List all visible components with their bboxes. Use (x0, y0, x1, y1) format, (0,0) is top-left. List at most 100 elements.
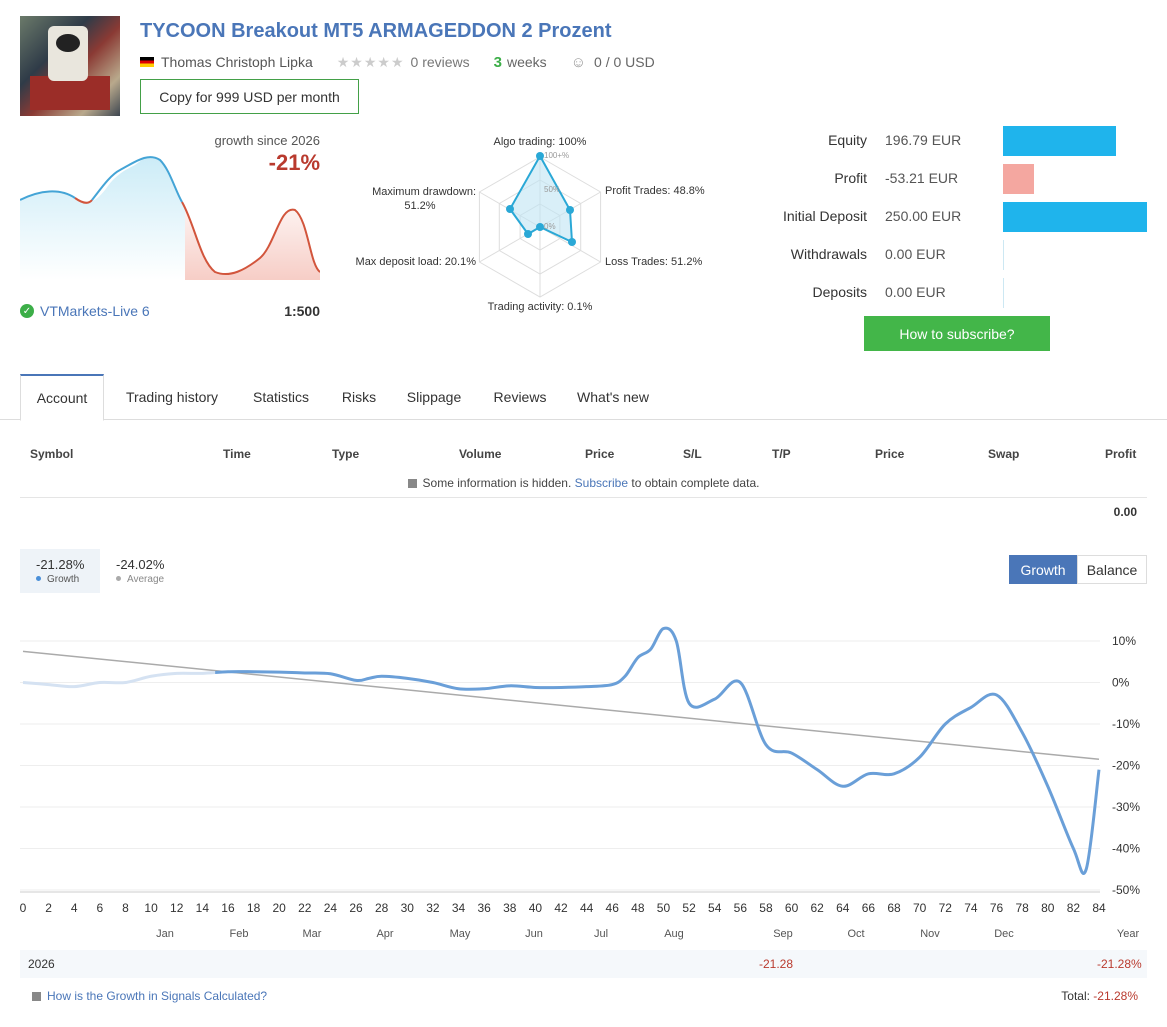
stat-bar (1003, 126, 1116, 156)
weeks-label: weeks (507, 54, 547, 70)
radar-tick-50: 50% (544, 185, 560, 194)
legend-average[interactable]: -24.02% Average (100, 549, 180, 593)
stat-value: -53.21 EUR (885, 170, 959, 186)
tab-whats-new[interactable]: What's new (577, 389, 649, 405)
stat-bar (1003, 278, 1004, 308)
x-tick-label: 80 (1041, 901, 1055, 915)
hidden-note-tail: to obtain complete data. (631, 476, 760, 490)
x-tick-label: 42 (554, 901, 568, 915)
growth-toggle-button[interactable]: Growth (1009, 555, 1077, 584)
x-tick-label: 0 (20, 901, 27, 915)
balance-toggle-button[interactable]: Balance (1077, 555, 1147, 584)
how-to-subscribe-button[interactable]: How to subscribe? (864, 316, 1050, 351)
growth-series-line (215, 626, 1101, 875)
stat-label: Profit (834, 170, 867, 186)
x-tick-label: 32 (426, 901, 440, 915)
subscribers-count: 0 / 0 USD (594, 54, 655, 70)
x-tick-label: 44 (580, 901, 594, 915)
radar-profit-label: Profit Trades: 48.8% (605, 185, 705, 197)
stat-label: Equity (828, 132, 867, 148)
y-tick-label: -30% (1112, 800, 1140, 814)
month-label: Jan (156, 928, 174, 940)
month-label: May (450, 928, 471, 940)
col-swap: Swap (988, 447, 1020, 461)
y-tick-label: -50% (1112, 883, 1140, 897)
signal-title[interactable]: TYCOON Breakout MT5 ARMAGEDDON 2 Prozent (140, 20, 612, 42)
x-tick-label: 58 (759, 901, 773, 915)
footer-total: Total: -21.28% (1000, 989, 1138, 1003)
x-tick-label: 64 (836, 901, 850, 915)
tab-statistics[interactable]: Statistics (252, 389, 309, 405)
y-tick-label: 0% (1112, 676, 1130, 690)
x-tick-label: 66 (862, 901, 876, 915)
radar-algo-label: Algo trading: 100% (494, 136, 587, 148)
x-tick-label: 36 (477, 901, 491, 915)
x-tick-label: 38 (503, 901, 517, 915)
tab-bar: Account Trading history Statistics Risks… (0, 374, 1167, 421)
stat-bar (1003, 164, 1034, 194)
author-name[interactable]: Thomas Christoph Lipka (161, 54, 313, 70)
x-tick-label: 24 (324, 901, 338, 915)
x-tick-label: 22 (298, 901, 312, 915)
tab-slippage[interactable]: Slippage (406, 389, 462, 405)
growth-series-early-line (22, 671, 216, 689)
copy-button[interactable]: Copy for 999 USD per month (140, 79, 359, 114)
radar-tick-100: 100+% (544, 151, 569, 160)
month-label: Apr (376, 928, 393, 940)
x-tick-label: 78 (1015, 901, 1029, 915)
legend-average-value: -24.02% (116, 557, 165, 572)
month-label: Oct (847, 928, 864, 940)
x-tick-label: 56 (734, 901, 748, 915)
col-tp: T/P (772, 447, 791, 461)
broker-link[interactable]: ✓ VTMarkets-Live 6 (20, 303, 150, 319)
month-label: Jul (594, 928, 608, 940)
x-tick-label: 14 (196, 901, 210, 915)
col-profit: Profit (1105, 447, 1137, 461)
x-tick-label: 10 (144, 901, 158, 915)
stat-value: 196.79 EUR (885, 132, 962, 148)
growth-calc-help[interactable]: How is the Growth in Signals Calculated? (32, 989, 267, 1003)
x-tick-label: 60 (785, 901, 799, 915)
radar-drawdown-label: Maximum drawdown: (372, 186, 476, 198)
reviews-count[interactable]: 0 reviews (410, 54, 470, 70)
x-tick-label: 74 (964, 901, 978, 915)
legend-average-name: Average (116, 574, 164, 585)
author-avatar[interactable] (20, 16, 120, 116)
legend-growth-value: -21.28% (36, 557, 85, 572)
legend-growth[interactable]: -21.28% Growth (20, 549, 100, 593)
month-label: Sep (773, 928, 793, 940)
tab-account[interactable]: Account (20, 374, 104, 421)
x-tick-label: 34 (452, 901, 466, 915)
broker-name[interactable]: VTMarkets-Live 6 (40, 303, 150, 319)
tab-risks[interactable]: Risks (341, 389, 377, 405)
radar-activity-label: Trading activity: 0.1% (488, 301, 593, 313)
tab-trading-history[interactable]: Trading history (125, 389, 219, 405)
growth-value: -21% (268, 150, 320, 175)
radar-drawdown-value: 51.2% (404, 200, 435, 212)
average-series-line (22, 650, 1100, 761)
author-row: Thomas Christoph Lipka ★★★★★ 0 reviews 3… (140, 52, 655, 72)
month-label: Feb (230, 928, 249, 940)
x-tick-label: 72 (939, 901, 953, 915)
tab-reviews[interactable]: Reviews (493, 389, 547, 405)
x-tick-label: 52 (682, 901, 696, 915)
month-label: Jun (525, 928, 543, 940)
year-label: 2026 (28, 957, 55, 971)
stat-label: Initial Deposit (782, 208, 867, 224)
subscribe-link[interactable]: Subscribe (574, 476, 629, 490)
radar-loss-label: Loss Trades: 51.2% (605, 256, 702, 268)
x-tick-label: 28 (375, 901, 389, 915)
table-total: 0.00 (1113, 505, 1137, 519)
x-tick-label: 40 (529, 901, 543, 915)
x-tick-label: 30 (401, 901, 415, 915)
growth-since-label: growth since 2026 (214, 133, 320, 148)
x-tick-label: 76 (990, 901, 1004, 915)
subscribers-icon: ☺ (570, 53, 587, 71)
x-tick-label: 68 (887, 901, 901, 915)
x-tick-label: 26 (349, 901, 363, 915)
growth-calc-link[interactable]: How is the Growth in Signals Calculated? (47, 989, 268, 1003)
weeks-number: 3 (493, 53, 502, 71)
month-label: Nov (920, 928, 940, 940)
month-label: Mar (303, 928, 322, 940)
y-tick-label: 10% (1112, 634, 1136, 648)
